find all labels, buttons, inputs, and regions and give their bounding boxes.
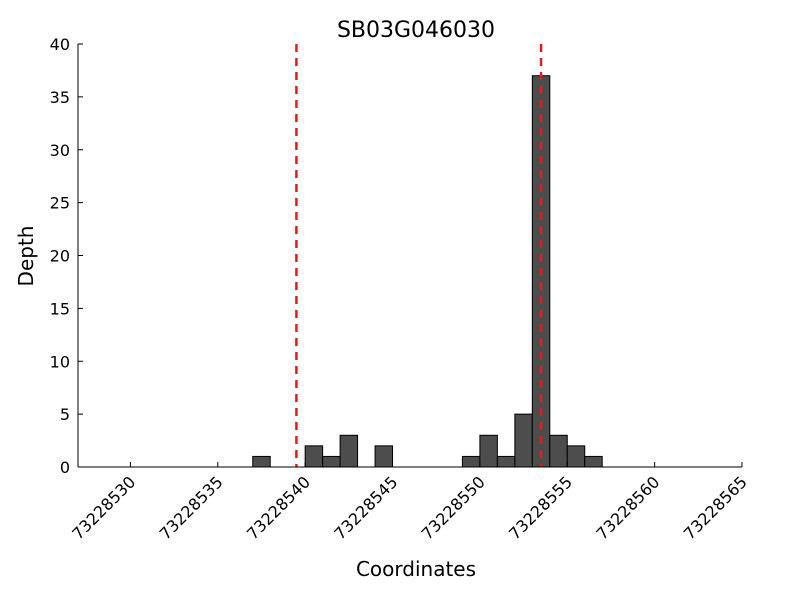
plot-area: 0 5 10 15 20 25 30 35 40 73228530 73228535 73228540… (50, 35, 751, 543)
x-tick-label: 73228565 (680, 472, 751, 543)
x-tick-label: 73228530 (68, 472, 139, 543)
y-tick-label: 35 (50, 88, 70, 107)
y-axis-title: Depth (14, 226, 38, 287)
histogram-bar (339, 434, 359, 468)
histogram-bar (479, 434, 498, 468)
y-tick-label: 15 (50, 299, 70, 318)
histogram-bar (304, 445, 324, 468)
histogram-bar (584, 455, 603, 468)
y-tick-label: 0 (60, 458, 70, 477)
histogram-bar (566, 445, 586, 468)
x-tick-label: 73228535 (156, 472, 227, 543)
chart-title: SB03G046030 (337, 18, 495, 43)
histogram-bar (252, 455, 271, 468)
y-tick-label: 10 (50, 352, 70, 371)
histogram-bar (322, 455, 341, 468)
y-tick-label: 25 (50, 194, 70, 213)
x-tick-label: 73228545 (330, 472, 401, 543)
histogram-bar (514, 413, 533, 468)
histogram-bar (374, 445, 394, 468)
x-tick-label: 73228540 (243, 472, 314, 543)
y-tick-label: 5 (60, 405, 70, 424)
histogram-bar (496, 455, 516, 468)
x-axis-title: Coordinates (356, 557, 476, 581)
histogram-bar (461, 455, 481, 468)
y-tick-label: 30 (50, 141, 70, 160)
x-tick-label: 73228550 (418, 472, 489, 543)
x-tick-label: 73228560 (592, 472, 663, 543)
x-tick-label: 73228555 (505, 472, 576, 543)
histogram-bar (549, 434, 568, 468)
y-tick-label: 20 (50, 247, 70, 266)
y-tick-label: 40 (50, 35, 70, 54)
